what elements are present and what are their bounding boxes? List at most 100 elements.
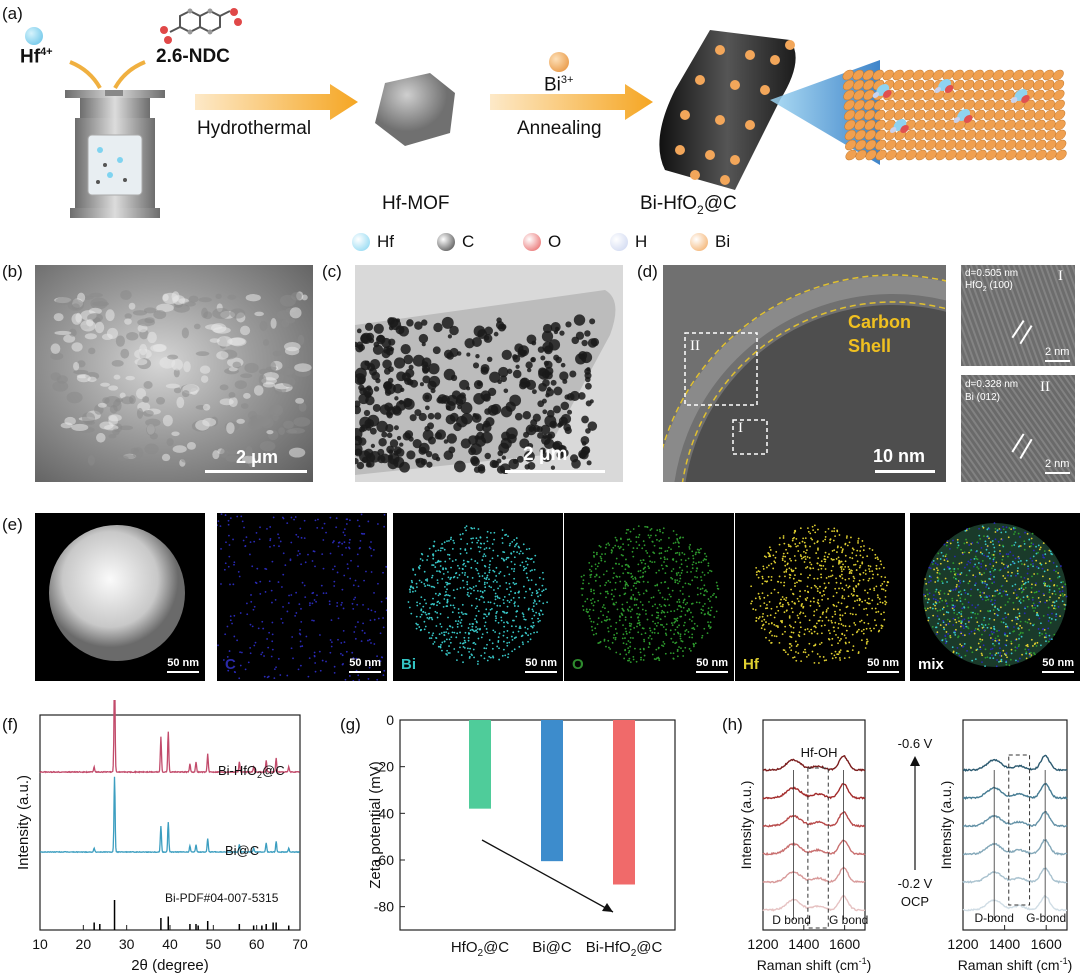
d-bond-label-2: D-bond <box>975 911 1014 925</box>
raman-spectrum <box>762 783 866 800</box>
eds-scale-bar: 50 nm <box>167 657 199 673</box>
annealing-arrow <box>490 84 653 120</box>
xrd-ylabel: Intensity (a.u.) <box>15 775 32 870</box>
product-rod-image <box>659 30 796 190</box>
bi-ion-label: Bi3+ <box>544 74 574 96</box>
xrd-tick-label: 40 <box>162 936 178 952</box>
xrd-tick-label: 20 <box>76 936 92 952</box>
mof-particle-image <box>375 73 455 146</box>
hrtem-inset-bi <box>961 375 1075 482</box>
raman-xlabel: Raman shift (cm-1) <box>757 956 872 973</box>
raman-frame <box>962 719 1068 931</box>
zeta-category-label: Bi@C <box>532 939 572 956</box>
hrtem-scale-bar <box>875 470 935 473</box>
potential-arrow-head <box>910 756 920 766</box>
xrd-xlabel: 2θ (degree) <box>131 957 209 973</box>
zeta-chart: 0 -20 -40 -60 -80 Zeta potential (mV) HfO2@C Bi… <box>367 712 676 959</box>
reagent-arrows <box>69 60 146 90</box>
inset-hfo2-roman: I <box>1058 268 1063 284</box>
eds-map-o: O 50 nm <box>564 513 734 681</box>
region-i-label: I <box>738 420 743 436</box>
eds-scale-bar: 50 nm <box>525 657 557 673</box>
g-bond-label-2: G-bond <box>1026 911 1066 925</box>
xrd-series-1 <box>39 776 301 854</box>
zeta-tick-label: 0 <box>386 712 394 728</box>
ligand-label: 2.6-NDC <box>156 46 230 67</box>
zeta-ylabel: Zeta potential (mV) <box>367 761 384 889</box>
hydrothermal-arrow <box>195 84 358 120</box>
inset-hfo2-phase: HfO2 (100) <box>965 280 1013 293</box>
hydrothermal-label: Hydrothermal <box>197 118 312 139</box>
bi-ion-sphere <box>549 52 569 72</box>
raman-ylabel: Intensity (a.u.) <box>738 781 754 870</box>
raman-chart: 1200 1400 1600 Raman shift (cm-1) Intensity … <box>738 719 1073 973</box>
xrd-tick-label: 10 <box>32 936 48 952</box>
eds-element-label: Bi <box>401 656 416 673</box>
raman-tick-label: 1200 <box>947 936 978 952</box>
raman-spectrum <box>762 866 866 884</box>
raman-spectrum <box>762 839 866 856</box>
raman-spectrum <box>962 894 1068 912</box>
raman-tick-label: 1200 <box>747 936 778 952</box>
eds-element-label: C <box>225 656 236 673</box>
zeta-tick-label: -60 <box>374 852 394 868</box>
raman-spectrum <box>962 838 1068 856</box>
xrd-tick-label: 50 <box>206 936 222 952</box>
hf-ion-label: Hf4+ <box>20 46 53 68</box>
hrtem-scale-label: 10 nm <box>873 446 926 466</box>
eds-scale-bar: 50 nm <box>349 657 381 673</box>
raman-spectrum <box>762 811 866 828</box>
sem-scale-label: 2 μm <box>236 447 279 467</box>
hf-oh-label: Hf-OH <box>801 745 838 760</box>
sem-image <box>35 265 313 482</box>
legend-hf-dot <box>352 233 370 251</box>
panel-label-c: (c) <box>322 262 342 281</box>
inset-bi-scale: 2 nm <box>1045 458 1070 470</box>
potential-ocp-label: OCP <box>901 894 929 909</box>
raman-spectrum <box>963 810 1068 828</box>
inset-bi-roman: II <box>1040 379 1050 395</box>
zeta-bar-2 <box>613 720 635 885</box>
xrd-series-label-3: Bi-PDF#04-007-5315 <box>165 891 279 905</box>
mof-label: Hf-MOF <box>382 193 450 214</box>
tem-scale-bar <box>505 470 605 473</box>
legend-bi-dot <box>690 233 708 251</box>
raman-tick-label: 1600 <box>1031 936 1062 952</box>
legend-h-label: H <box>635 232 648 251</box>
raman-spectrum <box>762 754 866 772</box>
eds-scale-bar: 50 nm <box>1042 657 1074 673</box>
raman-spectrum <box>962 782 1068 801</box>
hrtem-inset-hfo2 <box>961 265 1075 366</box>
legend-c-dot <box>437 233 455 251</box>
carbon-shell-label: Carbon Shell <box>848 312 911 356</box>
potential-top-label: -0.6 V <box>898 736 933 751</box>
zeta-category-label: Bi-HfO2@C <box>586 939 663 959</box>
eds-scale-bar: 50 nm <box>696 657 728 673</box>
inset-hfo2-scale: 2 nm <box>1045 346 1070 358</box>
inset-bi-phase: Bi (012) <box>965 392 1001 403</box>
haadf-particle <box>49 525 185 661</box>
raman-ylabel: Intensity (a.u.) <box>938 781 954 870</box>
panel-label-h: (h) <box>722 715 743 734</box>
zeta-tick-label: -20 <box>374 759 394 775</box>
xrd-series-label-2: Bi@C <box>225 843 259 858</box>
inset-hfo2-scale-bar <box>1045 360 1070 362</box>
legend-bi-label: Bi <box>715 232 731 251</box>
panel-label-g: (g) <box>340 715 361 734</box>
eds-map-haadf: 50 nm <box>35 513 205 681</box>
raman-xlabel: Raman shift (cm-1) <box>958 956 1073 973</box>
ndc-molecule-icon <box>160 8 242 44</box>
xrd-tick-label: 70 <box>292 936 308 952</box>
hf-ion-sphere <box>25 27 43 45</box>
raman-tick-label: 1400 <box>788 936 819 952</box>
eds-element-label: mix <box>918 656 944 673</box>
zeta-frame <box>399 719 676 931</box>
legend-o-dot <box>523 233 541 251</box>
legend-hf-label: Hf <box>377 232 394 251</box>
hf-oh-box <box>1008 754 1031 906</box>
eds-element-label: O <box>572 656 584 673</box>
eds-map-bi: Bi 50 nm <box>393 513 563 681</box>
panel-label-a: (a) <box>2 4 23 23</box>
panel-label-b: (b) <box>2 262 23 281</box>
inset-bi-scale-bar <box>1045 472 1070 474</box>
